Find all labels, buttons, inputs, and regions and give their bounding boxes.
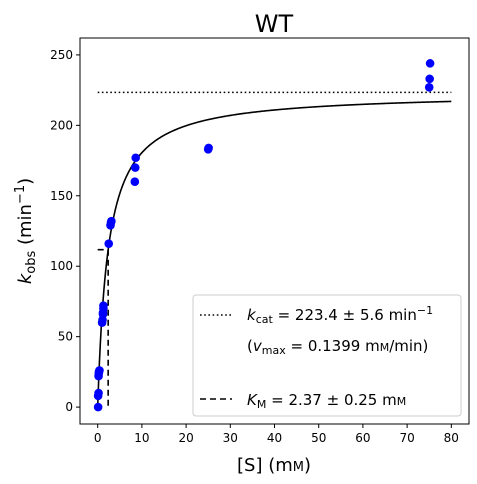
x-tick-label: 70	[399, 431, 414, 445]
x-axis-title-unit: M	[293, 460, 304, 475]
y-axis-title-k: k	[15, 272, 36, 284]
data-point	[130, 163, 140, 172]
x-tick-label: 40	[267, 431, 282, 445]
data-points	[93, 59, 435, 412]
legend-vmax-lead: (	[247, 337, 253, 355]
y-tick-label: 200	[50, 118, 73, 132]
y-axis-title: kobs (min−1)	[13, 178, 39, 284]
legend-km-k: K	[247, 391, 258, 409]
reference-lines	[97, 91, 452, 408]
legend-kcat-k: k	[247, 306, 257, 324]
x-tick-label: 50	[311, 431, 326, 445]
legend-vmax-label: (vmax = 0.1399 mM/min)	[247, 337, 428, 357]
x-axis-title: [S] (mM)	[237, 455, 311, 476]
data-point	[94, 388, 103, 398]
legend-vmax-sub: max	[262, 344, 286, 357]
data-point	[425, 59, 435, 68]
legend-kcat-label: kcat = 223.4 ± 5.6 min−1	[247, 304, 433, 326]
y-ticks: 0 50 100 150 200 250	[50, 48, 80, 414]
legend-km-rest: = 2.37 ± 0.25 m	[266, 391, 396, 409]
legend-km-sub: M	[257, 398, 267, 411]
legend-box	[192, 294, 462, 417]
x-tick-label: 20	[178, 431, 193, 445]
legend-km-label: KM = 2.37 ± 0.25 mM	[247, 391, 406, 411]
data-point	[95, 366, 104, 375]
data-point	[130, 177, 140, 186]
legend-vmax-tail: /min)	[389, 337, 428, 355]
legend-km-unit: M	[397, 395, 407, 408]
legend-kcat-sup: −1	[417, 304, 433, 317]
x-tick-label: 80	[444, 431, 459, 445]
data-point	[204, 143, 213, 153]
data-point	[424, 83, 434, 92]
x-tick-label: 0	[94, 431, 102, 445]
y-tick-label: 100	[50, 259, 73, 273]
data-point	[93, 402, 103, 412]
x-tick-label: 30	[223, 431, 238, 445]
y-axis-title-sub: obs	[24, 251, 39, 274]
data-point	[425, 74, 434, 84]
y-tick-label: 0	[65, 400, 73, 414]
x-axis-title-suffix: )	[304, 455, 311, 476]
y-tick-label: 50	[58, 330, 73, 344]
legend-vmax-rest: = 0.1399 m	[286, 337, 380, 355]
legend-kcat-sub: cat	[256, 313, 274, 326]
data-point	[131, 153, 140, 163]
y-tick-label: 150	[50, 189, 73, 203]
legend-vmax-v: v	[253, 337, 263, 355]
x-tick-label: 60	[355, 431, 370, 445]
y-tick-label: 250	[50, 48, 73, 62]
fit-curve	[96, 100, 452, 408]
x-ticks: 0 10 20 30 40 50 60 70 80	[94, 424, 459, 445]
y-axis-title-rest: (min	[15, 204, 36, 251]
y-axis-title-sup: −1	[13, 185, 28, 204]
x-axis-title-base: [S] (m	[237, 455, 293, 476]
legend: kcat = 223.4 ± 5.6 min−1 (vmax = 0.1399 …	[192, 294, 462, 417]
data-point	[104, 239, 114, 248]
data-point	[107, 216, 116, 226]
legend-kcat-rest: = 223.4 ± 5.6 min	[273, 306, 417, 324]
y-axis-title-close: )	[15, 178, 36, 185]
x-tick-label: 10	[134, 431, 149, 445]
chart-title: WT	[255, 10, 294, 38]
data-point	[99, 301, 108, 310]
legend-vmax-unit: M	[380, 341, 390, 354]
